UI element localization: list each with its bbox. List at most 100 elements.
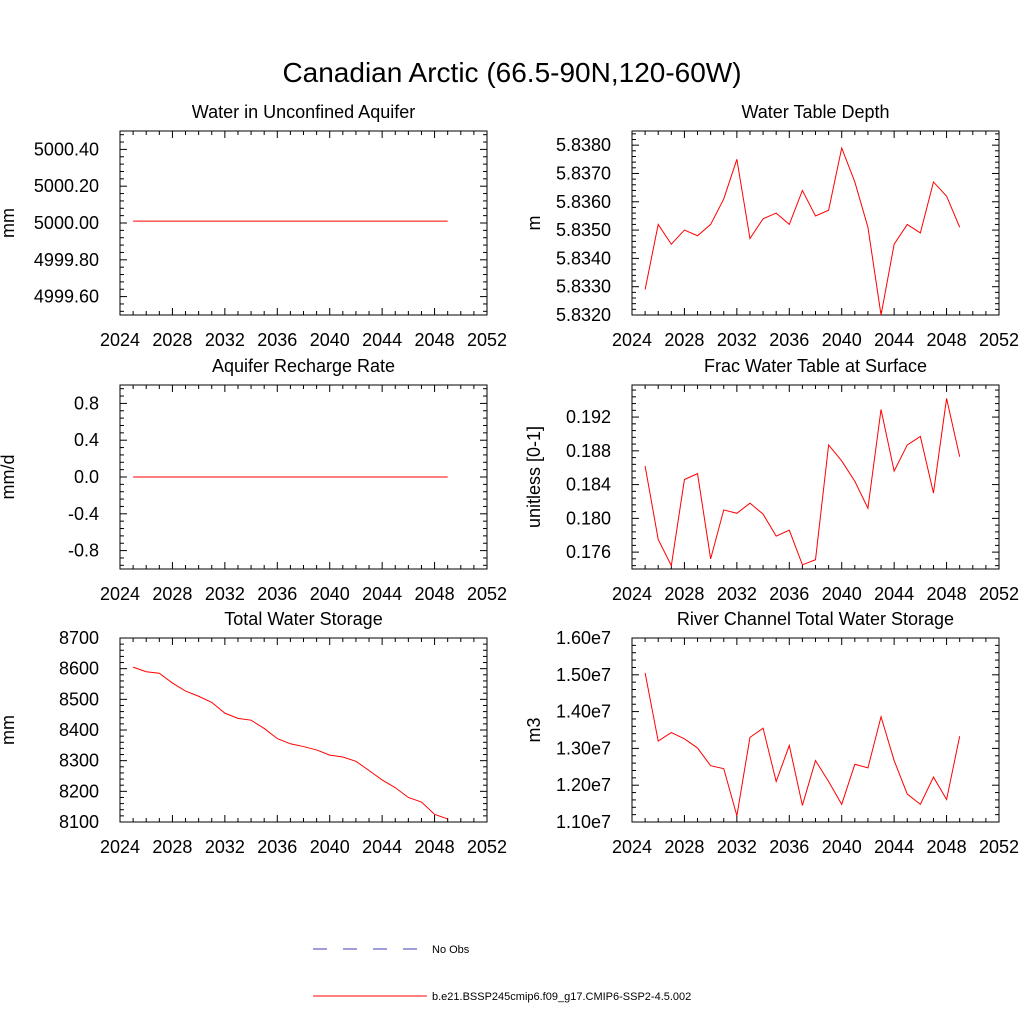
- y-tick-label: 0.184: [566, 475, 611, 495]
- x-tick-label: 2036: [769, 330, 809, 350]
- y-tick-label: 1.40e7: [556, 702, 611, 722]
- y-tick-label: 8400: [59, 720, 99, 740]
- panel-title: Total Water Storage: [224, 609, 382, 629]
- y-tick-label: 8600: [59, 659, 99, 679]
- chart-panel: Aquifer Recharge Rate 2024 2028 2032 2036 204…: [0, 356, 507, 604]
- y-axis-label: unitless [0-1]: [524, 426, 544, 528]
- x-tick-label: 2028: [664, 837, 704, 857]
- y-tick-label: 0.192: [566, 407, 611, 427]
- figure-title: Canadian Arctic (66.5-90N,120-60W): [282, 57, 741, 88]
- x-tick-label: 2036: [769, 584, 809, 604]
- y-tick-label: 5.8350: [556, 220, 611, 240]
- y-tick-label: 1.50e7: [556, 665, 611, 685]
- y-tick-label: 5.8360: [556, 192, 611, 212]
- y-tick-label: 5.8370: [556, 163, 611, 183]
- x-tick-label: 2048: [415, 330, 455, 350]
- panel-title: Water Table Depth: [741, 102, 889, 122]
- y-tick-label: 0.0: [74, 467, 99, 487]
- panel-title: River Channel Total Water Storage: [677, 609, 954, 629]
- x-tick-label: 2044: [362, 584, 402, 604]
- x-tick-label: 2032: [205, 330, 245, 350]
- chart-panel: River Channel Total Water Storage 2024 202…: [524, 609, 1019, 857]
- x-tick-label: 2052: [979, 837, 1019, 857]
- x-tick-label: 2048: [927, 837, 967, 857]
- x-tick-label: 2032: [717, 837, 757, 857]
- x-tick-label: 2052: [467, 584, 507, 604]
- y-axis-label: m3: [524, 717, 544, 742]
- x-tick-label: 2024: [100, 837, 140, 857]
- panel-title: Frac Water Table at Surface: [704, 356, 927, 376]
- y-tick-label: 0.188: [566, 441, 611, 461]
- x-tick-label: 2036: [257, 330, 297, 350]
- legend-obs-label: No Obs: [432, 944, 470, 956]
- y-tick-label: 5000.00: [34, 213, 99, 233]
- x-tick-label: 2040: [822, 584, 862, 604]
- y-tick-label: 5.8330: [556, 277, 611, 297]
- x-tick-label: 2048: [415, 837, 455, 857]
- x-tick-label: 2048: [927, 330, 967, 350]
- chart-panels: Water in Unconfined Aquifer 2024 2028 2032 2…: [0, 102, 1019, 857]
- y-tick-label: 8300: [59, 751, 99, 771]
- x-tick-label: 2028: [664, 584, 704, 604]
- chart-panel: Total Water Storage 2024 2028 2032 2036 2040 2…: [0, 609, 507, 857]
- y-tick-label: -0.8: [68, 541, 99, 561]
- x-tick-label: 2032: [717, 584, 757, 604]
- x-tick-label: 2036: [769, 837, 809, 857]
- x-tick-label: 2024: [612, 837, 652, 857]
- x-tick-label: 2036: [257, 837, 297, 857]
- y-tick-label: 8700: [59, 628, 99, 648]
- x-tick-label: 2024: [612, 330, 652, 350]
- y-tick-label: 0.180: [566, 508, 611, 528]
- x-tick-label: 2028: [152, 837, 192, 857]
- series-line: [644, 398, 961, 568]
- chart-panel: Frac Water Table at Surface 2024 2028 2032 2…: [524, 356, 1019, 604]
- chart-panel: Water Table Depth 2024 2028 2032 2036 2040 204…: [524, 102, 1019, 350]
- y-axis-label: mm: [0, 208, 18, 238]
- x-tick-label: 2040: [310, 330, 350, 350]
- x-tick-label: 2040: [310, 584, 350, 604]
- y-tick-label: 5000.40: [34, 139, 99, 159]
- x-tick-label: 2048: [927, 584, 967, 604]
- x-tick-label: 2044: [874, 584, 914, 604]
- y-tick-label: 5.8380: [556, 135, 611, 155]
- x-tick-label: 2024: [100, 330, 140, 350]
- y-tick-label: 4999.80: [34, 250, 99, 270]
- y-tick-label: 1.10e7: [556, 812, 611, 832]
- y-tick-label: 5.8340: [556, 248, 611, 268]
- x-tick-label: 2052: [979, 330, 1019, 350]
- y-tick-label: 1.60e7: [556, 628, 611, 648]
- x-tick-label: 2040: [822, 837, 862, 857]
- x-tick-label: 2048: [415, 584, 455, 604]
- x-tick-label: 2024: [612, 584, 652, 604]
- y-tick-label: 5.8320: [556, 305, 611, 325]
- y-tick-label: 8500: [59, 689, 99, 709]
- y-tick-label: 4999.60: [34, 287, 99, 307]
- y-tick-label: 1.30e7: [556, 738, 611, 758]
- y-tick-label: 0.8: [74, 393, 99, 413]
- series-line: [644, 146, 961, 316]
- x-tick-label: 2044: [362, 837, 402, 857]
- x-tick-label: 2052: [979, 584, 1019, 604]
- chart-panel: Water in Unconfined Aquifer 2024 2028 2032 2…: [0, 102, 507, 350]
- y-tick-label: 0.176: [566, 542, 611, 562]
- y-tick-label: -0.4: [68, 504, 99, 524]
- y-axis-label: mm/d: [0, 455, 18, 500]
- panel-title: Aquifer Recharge Rate: [212, 356, 395, 376]
- x-tick-label: 2052: [467, 330, 507, 350]
- legend: No Obs b.e21.BSSP245cmip6.f09_g17.CMIP6-…: [313, 944, 691, 1003]
- x-tick-label: 2032: [205, 584, 245, 604]
- panel-title: Water in Unconfined Aquifer: [192, 102, 415, 122]
- y-tick-label: 5000.20: [34, 176, 99, 196]
- x-tick-label: 2044: [874, 330, 914, 350]
- series-line: [644, 672, 961, 816]
- x-tick-label: 2028: [664, 330, 704, 350]
- x-tick-label: 2024: [100, 584, 140, 604]
- legend-model-label: b.e21.BSSP245cmip6.f09_g17.CMIP6-SSP2-4.…: [432, 991, 691, 1003]
- x-tick-label: 2032: [717, 330, 757, 350]
- x-tick-label: 2052: [467, 837, 507, 857]
- x-tick-label: 2040: [310, 837, 350, 857]
- y-tick-label: 1.20e7: [556, 775, 611, 795]
- y-axis-label: m: [524, 216, 544, 231]
